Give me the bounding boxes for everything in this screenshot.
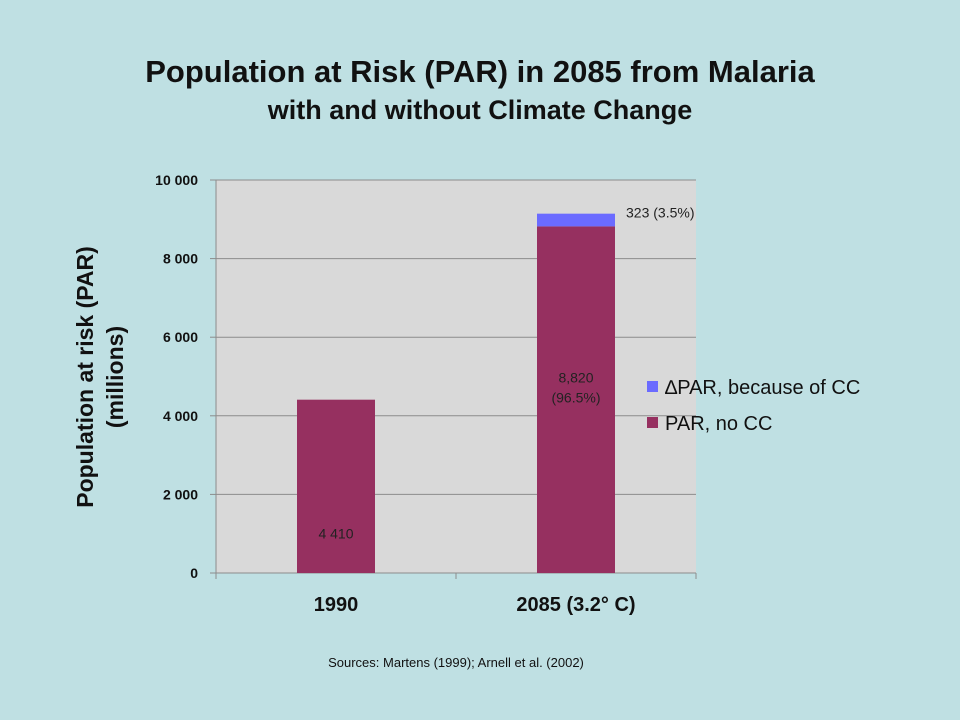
y-tick-label: 8 000 <box>163 251 198 267</box>
bar-segment <box>537 213 615 227</box>
plot-area <box>216 180 696 573</box>
chart-title-block: Population at Risk (PAR) in 2085 from Ma… <box>0 52 960 128</box>
data-label: 323 (3.5%) <box>626 205 694 221</box>
x-tick-label: 2085 (3.2° C) <box>516 594 635 616</box>
y-tick-label: 4 000 <box>163 408 198 424</box>
data-label: (96.5%) <box>551 389 600 405</box>
y-axis-title: Population at risk (PAR) (millions) <box>72 246 128 508</box>
legend-label: PAR, no CC <box>665 413 772 435</box>
data-label: 8,820 <box>558 369 593 385</box>
chart-title: Population at Risk (PAR) in 2085 from Ma… <box>145 54 815 89</box>
legend-label: ∆PAR, because of CC <box>665 377 860 399</box>
source-note: Sources: Martens (1999); Arnell et al. (… <box>328 655 584 670</box>
legend-swatch <box>647 381 658 392</box>
bar-segment <box>297 399 375 573</box>
y-tick-label: 0 <box>190 565 198 581</box>
y-axis-title-line: (millions) <box>102 326 128 428</box>
bar-segment <box>537 226 615 573</box>
legend-swatch <box>647 417 658 428</box>
y-tick-label: 2 000 <box>163 486 198 502</box>
y-tick-label: 10 000 <box>155 172 198 188</box>
y-tick-label: 6 000 <box>163 329 198 345</box>
data-label: 4 410 <box>318 525 353 541</box>
y-axis-title-line: Population at risk (PAR) <box>72 246 98 508</box>
chart-subtitle: with and without Climate Change <box>267 95 693 125</box>
x-tick-label: 1990 <box>314 594 359 616</box>
